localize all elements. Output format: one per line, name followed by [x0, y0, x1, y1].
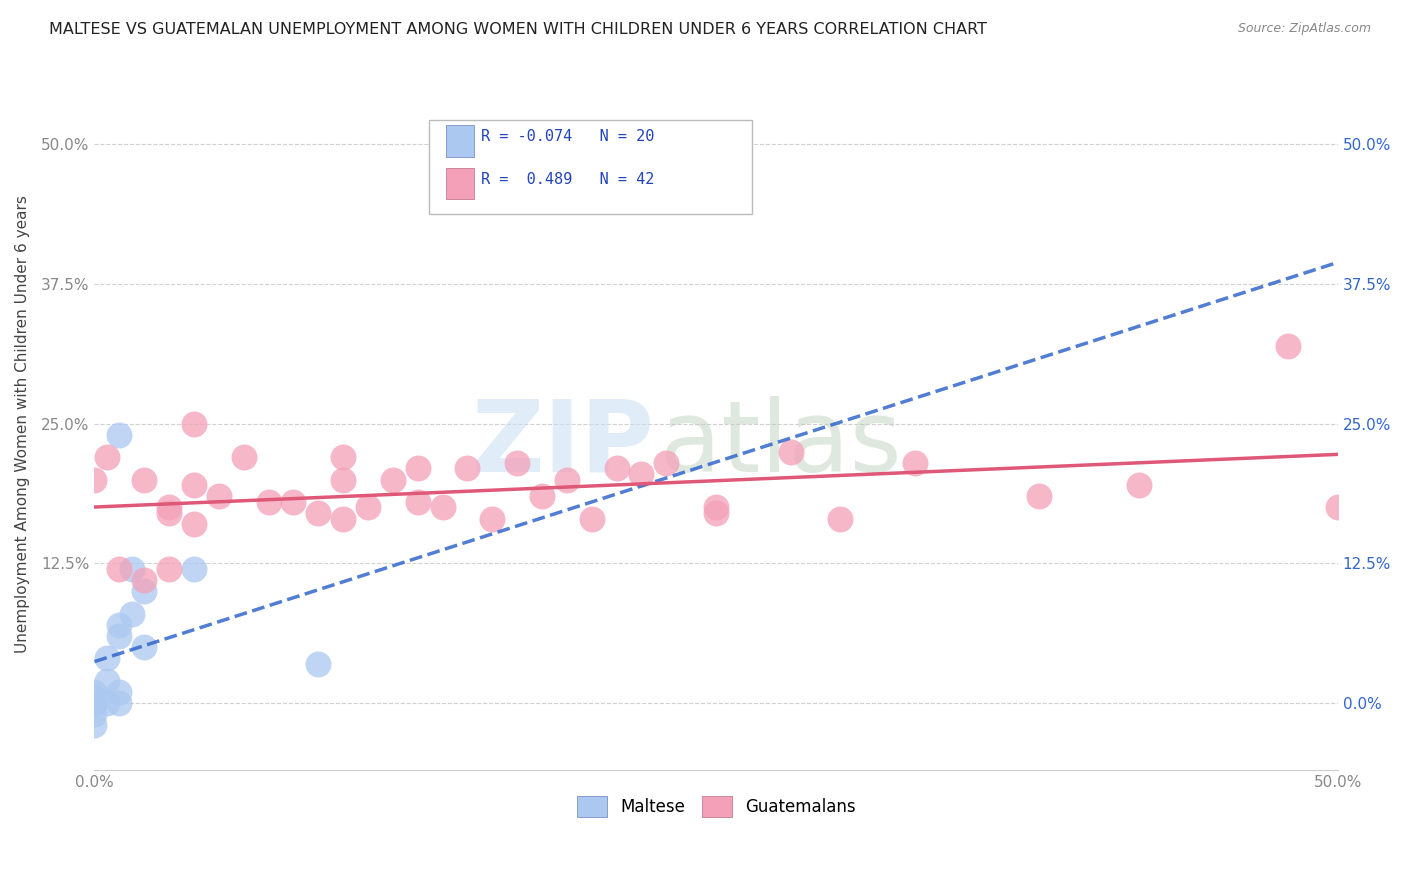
Point [83, 685, 105, 699]
Y-axis label: Unemployment Among Women with Children Under 6 years: Unemployment Among Women with Children U… [15, 194, 30, 653]
Point [406, 461, 429, 475]
Point [96, 673, 118, 688]
Point [1028, 489, 1050, 503]
Point [357, 500, 380, 515]
Point [83, 696, 105, 710]
Point [381, 473, 404, 487]
Text: R = -0.074   N = 20: R = -0.074 N = 20 [481, 129, 654, 145]
Point [606, 461, 628, 475]
Point [456, 461, 478, 475]
Text: Source: ZipAtlas.com: Source: ZipAtlas.com [1237, 22, 1371, 36]
Point [83, 696, 105, 710]
Point [121, 562, 143, 576]
Point [630, 467, 652, 481]
Point [108, 562, 131, 576]
Point [232, 450, 254, 465]
Point [555, 473, 578, 487]
Point [208, 489, 231, 503]
Text: MALTESE VS GUATEMALAN UNEMPLOYMENT AMONG WOMEN WITH CHILDREN UNDER 6 YEARS CORRE: MALTESE VS GUATEMALAN UNEMPLOYMENT AMONG… [49, 22, 987, 37]
Point [108, 428, 131, 442]
Point [1326, 500, 1348, 515]
Point [704, 500, 727, 515]
Point [1277, 338, 1299, 352]
Point [581, 511, 603, 525]
Point [183, 478, 205, 492]
Point [108, 629, 131, 643]
Point [96, 696, 118, 710]
Point [830, 511, 852, 525]
Point [332, 511, 354, 525]
Point [283, 495, 305, 509]
Point [96, 450, 118, 465]
Point [779, 444, 801, 458]
Point [257, 495, 280, 509]
Point [406, 495, 429, 509]
Point [530, 489, 553, 503]
Point [183, 517, 205, 532]
Point [655, 456, 678, 470]
Point [83, 473, 105, 487]
Point [183, 562, 205, 576]
Point [157, 500, 180, 515]
Point [83, 690, 105, 705]
Point [432, 500, 454, 515]
Text: atlas: atlas [659, 396, 901, 493]
Point [183, 417, 205, 431]
Point [83, 718, 105, 732]
Point [307, 506, 329, 520]
Legend: Maltese, Guatemalans: Maltese, Guatemalans [569, 789, 862, 824]
Point [157, 506, 180, 520]
Point [157, 562, 180, 576]
Point [506, 456, 529, 470]
Point [704, 506, 727, 520]
Point [307, 657, 329, 671]
Point [134, 573, 156, 587]
Point [332, 473, 354, 487]
Point [108, 696, 131, 710]
Text: R =  0.489   N = 42: R = 0.489 N = 42 [481, 172, 654, 187]
Point [108, 617, 131, 632]
Text: ZIP: ZIP [471, 396, 654, 493]
Point [96, 651, 118, 665]
Point [121, 607, 143, 621]
Point [332, 450, 354, 465]
Point [108, 685, 131, 699]
Point [134, 473, 156, 487]
Point [134, 640, 156, 654]
Point [134, 584, 156, 599]
Point [904, 456, 927, 470]
Point [1128, 478, 1150, 492]
Point [481, 511, 503, 525]
Point [83, 707, 105, 722]
